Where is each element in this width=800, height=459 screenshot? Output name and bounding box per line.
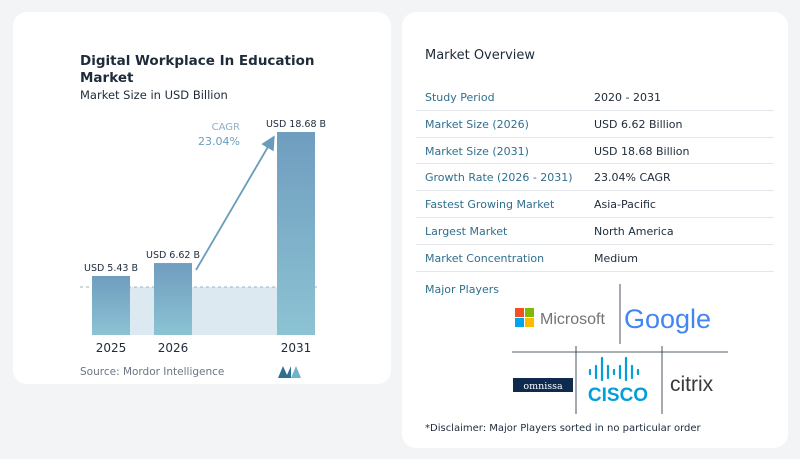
bar-2025 xyxy=(92,275,130,335)
bar-2031 xyxy=(277,132,315,335)
x-tick-2026: 2026 xyxy=(158,341,189,355)
x-tick-2025: 2025 xyxy=(96,341,127,355)
bar-chart: CAGR 23.04% USD 5.43 B 2025 USD 6.62 B 2026… xyxy=(80,119,326,355)
omnissa-logo-text: omnissa xyxy=(523,381,563,392)
chart-subtitle: Market Size in USD Billion xyxy=(80,88,228,102)
overview-row-size-2026: Market Size (2026) USD 6.62 Billion xyxy=(416,111,774,138)
cisco-bridge-icon xyxy=(588,356,640,382)
bar-2026 xyxy=(154,263,192,335)
data-label-2031: USD 18.68 B xyxy=(266,119,326,130)
cagr-arrow xyxy=(195,135,275,271)
overview-row-fastest-market: Fastest Growing Market Asia-Pacific xyxy=(416,191,774,218)
microsoft-logo-text: Microsoft xyxy=(540,311,605,328)
players-title: Major Players xyxy=(425,283,499,296)
mordor-logo-icon xyxy=(278,366,301,378)
chart-title: Digital Workplace In Education Market xyxy=(80,53,315,86)
overview-row-study-period: Study Period 2020 - 2031 xyxy=(416,84,774,111)
overview-row-concentration: Market Concentration Medium xyxy=(416,245,774,272)
data-label-2025: USD 5.43 B xyxy=(84,263,138,274)
google-logo-text: Google xyxy=(624,304,711,334)
players-disclaimer: *Disclaimer: Major Players sorted in no … xyxy=(425,423,701,434)
overview-row-size-2031: Market Size (2031) USD 18.68 Billion xyxy=(416,138,774,165)
x-tick-2031: 2031 xyxy=(281,341,312,355)
overview-table: Study Period 2020 - 2031 Market Size (202… xyxy=(416,84,774,272)
cagr-value: 23.04% xyxy=(198,135,240,148)
microsoft-logo-icon xyxy=(515,308,534,327)
data-label-2026: USD 6.62 B xyxy=(146,250,200,261)
overview-row-largest-market: Largest Market North America xyxy=(416,218,774,245)
omnissa-logo-box xyxy=(513,378,573,392)
players-logo-grid: Microsoft Google omnissa CISCO citrix xyxy=(512,284,728,414)
citrix-logo-text: citrix xyxy=(670,373,714,396)
cagr-label: CAGR xyxy=(212,122,240,133)
overview-title: Market Overview xyxy=(425,48,536,63)
source-text: Source: Mordor Intelligence xyxy=(80,366,225,378)
cisco-logo-text: CISCO xyxy=(588,385,648,406)
overview-row-growth-rate: Growth Rate (2026 - 2031) 23.04% CAGR xyxy=(416,164,774,192)
